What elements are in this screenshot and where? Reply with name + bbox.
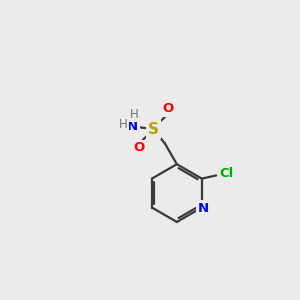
Text: N: N <box>127 120 138 133</box>
Text: O: O <box>162 102 173 115</box>
Text: Cl: Cl <box>219 167 233 180</box>
Text: H: H <box>119 118 128 131</box>
Text: O: O <box>134 141 145 154</box>
Text: N: N <box>198 202 209 215</box>
Text: S: S <box>148 122 159 136</box>
Text: H: H <box>130 108 139 121</box>
